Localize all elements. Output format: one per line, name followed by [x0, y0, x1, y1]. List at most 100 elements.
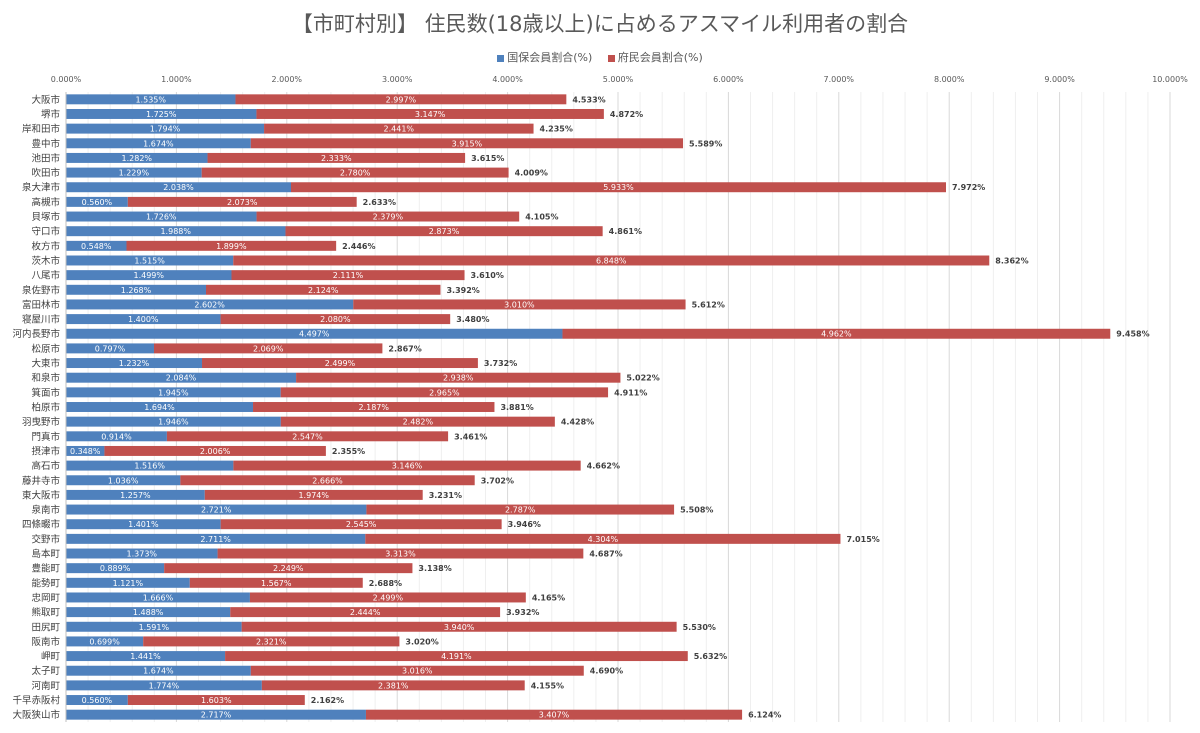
- bar-kokuho: [66, 152, 208, 163]
- bar-fumin: [280, 416, 555, 427]
- total-label: 3.610%: [471, 271, 504, 280]
- bar-kokuho: [66, 636, 144, 647]
- category-label: 大東市: [31, 358, 60, 370]
- data-label: 2.080%: [320, 315, 351, 324]
- x-tick-label: 5.000%: [603, 75, 634, 84]
- data-label: 2.379%: [373, 213, 404, 222]
- bar-fumin: [230, 607, 501, 618]
- bar-kokuho: [66, 431, 167, 442]
- total-label: 4.690%: [590, 667, 623, 676]
- data-label: 2.321%: [256, 637, 287, 646]
- total-label: 5.612%: [692, 300, 725, 309]
- total-label: 2.446%: [342, 242, 375, 251]
- data-label: 2.482%: [403, 418, 434, 427]
- bar-fumin: [290, 182, 946, 193]
- data-label: 1.232%: [119, 359, 150, 368]
- data-label: 2.780%: [340, 169, 371, 178]
- x-tick-label: 1.000%: [161, 75, 192, 84]
- bar-fumin: [365, 533, 841, 544]
- bar-kokuho: [66, 123, 265, 134]
- category-label: 大阪市: [31, 94, 60, 106]
- total-label: 3.138%: [418, 564, 451, 573]
- data-label: 1.257%: [120, 491, 151, 500]
- total-label: 5.022%: [626, 374, 659, 383]
- data-label: 2.187%: [358, 403, 389, 412]
- bar-fumin: [261, 680, 525, 691]
- category-label: 守口市: [31, 226, 60, 238]
- bar-fumin: [235, 94, 567, 105]
- data-label: 1.774%: [149, 681, 180, 690]
- total-label: 9.458%: [1116, 330, 1149, 339]
- total-label: 8.362%: [995, 256, 1028, 265]
- total-label: 4.235%: [540, 125, 573, 134]
- data-label: 3.146%: [392, 462, 423, 471]
- data-label: 1.441%: [130, 652, 161, 661]
- bar-fumin: [166, 431, 449, 442]
- data-label: 0.548%: [81, 242, 112, 251]
- category-label: 熊取町: [31, 607, 60, 619]
- bar-fumin: [366, 504, 675, 515]
- data-label: 3.016%: [402, 667, 433, 676]
- bar-fumin: [250, 138, 684, 149]
- data-label: 0.889%: [100, 564, 131, 573]
- data-label: 2.333%: [321, 154, 352, 163]
- data-label: 1.400%: [128, 315, 159, 324]
- category-label: 田尻町: [31, 622, 60, 633]
- total-label: 2.633%: [363, 198, 396, 207]
- bar-fumin: [249, 592, 526, 603]
- data-label: 1.515%: [134, 256, 165, 265]
- data-label: 1.794%: [150, 125, 181, 134]
- bar-kokuho: [66, 621, 242, 632]
- category-label: 高槻市: [31, 196, 60, 208]
- data-label: 1.946%: [158, 418, 189, 427]
- category-label: 泉南市: [31, 504, 60, 516]
- data-label: 1.725%: [146, 110, 177, 119]
- x-tick-label: 7.000%: [824, 75, 855, 84]
- category-label: 四條畷市: [22, 519, 61, 531]
- category-label: 池田市: [31, 152, 60, 164]
- bar-kokuho: [66, 108, 257, 119]
- category-label: 岸和田市: [22, 123, 61, 135]
- data-label: 4.191%: [441, 652, 472, 661]
- total-label: 7.972%: [952, 183, 985, 192]
- bar-kokuho: [66, 240, 127, 251]
- total-label: 4.662%: [587, 462, 620, 471]
- data-label: 1.603%: [201, 696, 232, 705]
- bar-kokuho: [66, 709, 366, 720]
- bar-fumin: [562, 328, 1111, 339]
- category-label: 河南町: [31, 680, 60, 692]
- total-label: 4.155%: [531, 681, 564, 690]
- bar-fumin: [217, 548, 584, 559]
- category-label: 豊中市: [31, 138, 60, 150]
- legend-swatch: [607, 54, 615, 62]
- bar-fumin: [207, 152, 466, 163]
- total-label: 4.428%: [561, 418, 594, 427]
- data-label: 3.940%: [444, 623, 475, 632]
- bar-fumin: [253, 402, 495, 412]
- data-label: 1.229%: [119, 169, 150, 178]
- bar-kokuho: [66, 563, 165, 574]
- bar-fumin: [143, 636, 400, 647]
- bar-fumin: [256, 108, 604, 119]
- bar-fumin: [365, 709, 743, 720]
- legend-label: 国保会員割合(%): [507, 51, 593, 64]
- bar-kokuho: [66, 460, 234, 471]
- legend-item-kokuho: 国保会員割合(%): [497, 49, 592, 65]
- bar-kokuho: [66, 577, 190, 588]
- data-label: 2.717%: [201, 711, 232, 720]
- total-label: 4.872%: [610, 110, 643, 119]
- x-tick-label: 0.000%: [51, 75, 82, 84]
- x-tick-label: 8.000%: [934, 75, 965, 84]
- total-label: 5.632%: [694, 652, 727, 661]
- data-label: 2.666%: [312, 476, 343, 485]
- bar-fumin: [220, 519, 502, 530]
- data-label: 1.535%: [135, 95, 166, 104]
- category-label: 摂津市: [31, 445, 60, 457]
- total-label: 7.015%: [846, 535, 879, 544]
- legend-item-fumin: 府民会員割合(%): [607, 49, 703, 65]
- data-label: 1.899%: [216, 242, 247, 251]
- bar-fumin: [164, 563, 413, 574]
- bar-fumin: [189, 577, 363, 588]
- bar-kokuho: [66, 211, 257, 222]
